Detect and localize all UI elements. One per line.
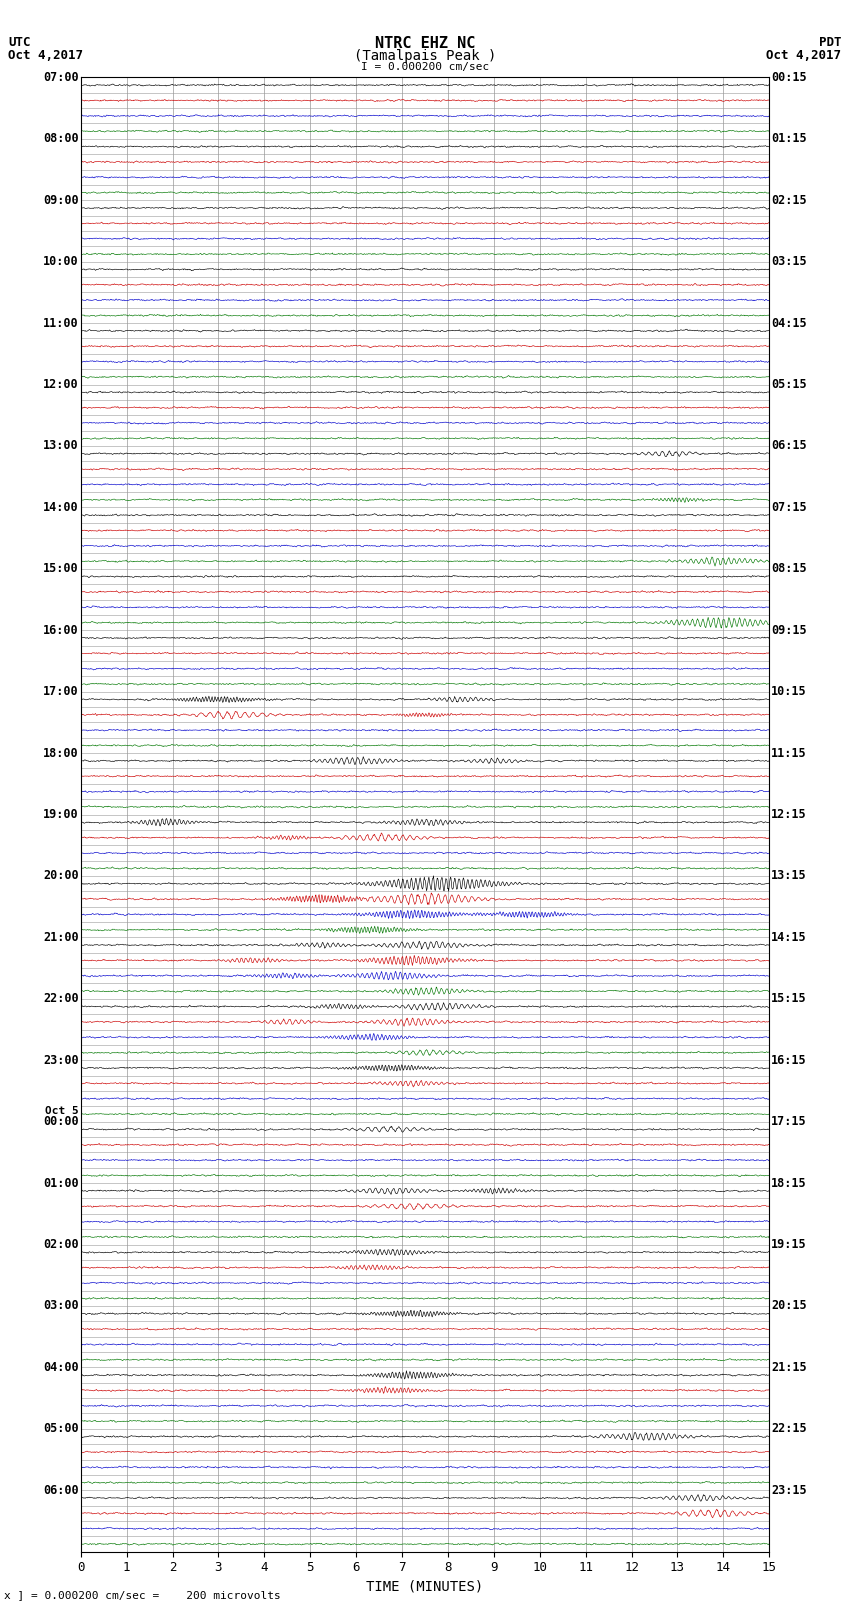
Text: 08:15: 08:15 <box>771 563 807 576</box>
Text: 04:00: 04:00 <box>43 1361 79 1374</box>
Text: 13:00: 13:00 <box>43 439 79 453</box>
Text: Oct 4,2017: Oct 4,2017 <box>8 50 83 63</box>
Text: 23:00: 23:00 <box>43 1053 79 1066</box>
Text: Oct 4,2017: Oct 4,2017 <box>767 50 842 63</box>
Text: 19:15: 19:15 <box>771 1239 807 1252</box>
Text: 18:00: 18:00 <box>43 747 79 760</box>
Text: 09:00: 09:00 <box>43 194 79 206</box>
Text: 20:15: 20:15 <box>771 1300 807 1313</box>
Text: 01:00: 01:00 <box>43 1176 79 1190</box>
Text: 08:00: 08:00 <box>43 132 79 145</box>
Text: 21:15: 21:15 <box>771 1361 807 1374</box>
Text: 09:15: 09:15 <box>771 624 807 637</box>
Text: (Tamalpais Peak ): (Tamalpais Peak ) <box>354 50 496 63</box>
Text: 06:00: 06:00 <box>43 1484 79 1497</box>
Text: 07:00: 07:00 <box>43 71 79 84</box>
Text: 13:15: 13:15 <box>771 869 807 882</box>
Text: 22:15: 22:15 <box>771 1423 807 1436</box>
Text: NTRC EHZ NC: NTRC EHZ NC <box>375 37 475 52</box>
Text: 16:00: 16:00 <box>43 624 79 637</box>
Text: 11:15: 11:15 <box>771 747 807 760</box>
Text: 05:15: 05:15 <box>771 377 807 390</box>
Text: 12:15: 12:15 <box>771 808 807 821</box>
Text: 19:00: 19:00 <box>43 808 79 821</box>
Text: PDT: PDT <box>819 37 842 50</box>
Text: 06:15: 06:15 <box>771 439 807 453</box>
Text: 03:00: 03:00 <box>43 1300 79 1313</box>
Text: 03:15: 03:15 <box>771 255 807 268</box>
Text: 16:15: 16:15 <box>771 1053 807 1066</box>
Text: I = 0.000200 cm/sec: I = 0.000200 cm/sec <box>361 63 489 73</box>
Text: 17:15: 17:15 <box>771 1115 807 1127</box>
Text: 21:00: 21:00 <box>43 931 79 944</box>
Text: 04:15: 04:15 <box>771 316 807 329</box>
Text: 22:00: 22:00 <box>43 992 79 1005</box>
Text: 20:00: 20:00 <box>43 869 79 882</box>
Text: 10:00: 10:00 <box>43 255 79 268</box>
Text: Oct 5: Oct 5 <box>45 1107 79 1116</box>
Text: 14:00: 14:00 <box>43 502 79 515</box>
Text: 15:15: 15:15 <box>771 992 807 1005</box>
Text: 00:15: 00:15 <box>771 71 807 84</box>
Text: x ] = 0.000200 cm/sec =    200 microvolts: x ] = 0.000200 cm/sec = 200 microvolts <box>4 1590 281 1600</box>
Text: 12:00: 12:00 <box>43 377 79 390</box>
Text: 15:00: 15:00 <box>43 563 79 576</box>
Text: 07:15: 07:15 <box>771 502 807 515</box>
Text: 17:00: 17:00 <box>43 686 79 698</box>
Text: UTC: UTC <box>8 37 31 50</box>
Text: 23:15: 23:15 <box>771 1484 807 1497</box>
Text: 05:00: 05:00 <box>43 1423 79 1436</box>
Text: 14:15: 14:15 <box>771 931 807 944</box>
Text: 02:15: 02:15 <box>771 194 807 206</box>
Text: 10:15: 10:15 <box>771 686 807 698</box>
Text: 18:15: 18:15 <box>771 1176 807 1190</box>
Text: 11:00: 11:00 <box>43 316 79 329</box>
Text: 01:15: 01:15 <box>771 132 807 145</box>
Text: 02:00: 02:00 <box>43 1239 79 1252</box>
Text: 00:00: 00:00 <box>43 1115 79 1127</box>
X-axis label: TIME (MINUTES): TIME (MINUTES) <box>366 1581 484 1594</box>
